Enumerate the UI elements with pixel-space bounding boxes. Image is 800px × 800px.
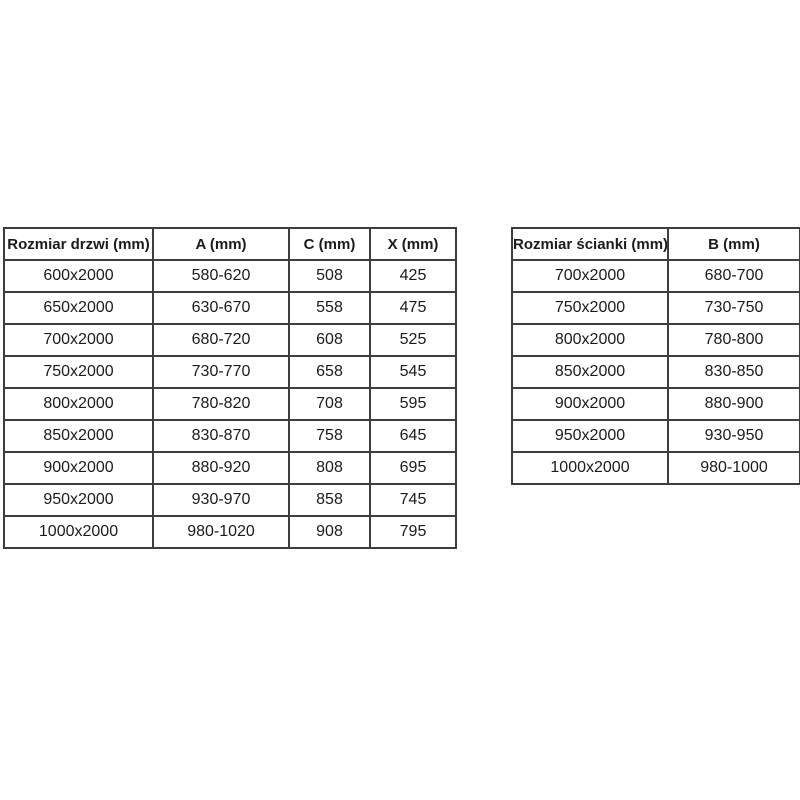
table-cell: 850x2000 [511, 355, 669, 389]
table-cell: 900x2000 [3, 451, 154, 485]
table-cell: 580-620 [152, 259, 290, 293]
column-header-wall-size: Rozmiar ścianki (mm) [511, 227, 669, 261]
table-cell: 645 [369, 419, 457, 453]
table-row: 900x2000 880-920 808 695 [3, 451, 457, 485]
table-cell: 425 [369, 259, 457, 293]
table-cell: 850x2000 [3, 419, 154, 453]
table-row: 950x2000 930-950 [511, 419, 800, 453]
table-cell: 545 [369, 355, 457, 389]
table-cell: 980-1000 [667, 451, 800, 485]
table-cell: 608 [288, 323, 371, 357]
table-cell: 780-800 [667, 323, 800, 357]
table-row: 800x2000 780-800 [511, 323, 800, 357]
table-cell: 800x2000 [511, 323, 669, 357]
table-row: 1000x2000 980-1000 [511, 451, 800, 485]
column-header-c: C (mm) [288, 227, 371, 261]
table-cell: 745 [369, 483, 457, 517]
table-cell: 680-720 [152, 323, 290, 357]
table-cell: 800x2000 [3, 387, 154, 421]
table-cell: 600x2000 [3, 259, 154, 293]
table-row: 700x2000 680-700 [511, 259, 800, 293]
table-cell: 730-770 [152, 355, 290, 389]
wall-table-header-row: Rozmiar ścianki (mm) B (mm) [511, 227, 800, 261]
door-table-header-row: Rozmiar drzwi (mm) A (mm) C (mm) X (mm) [3, 227, 457, 261]
table-cell: 830-870 [152, 419, 290, 453]
table-cell: 508 [288, 259, 371, 293]
wall-sizes-table: Rozmiar ścianki (mm) B (mm) 700x2000 680-… [511, 227, 800, 485]
table-cell: 830-850 [667, 355, 800, 389]
table-row: 850x2000 830-870 758 645 [3, 419, 457, 453]
wall-table-body: 700x2000 680-700 750x2000 730-750 800x2000 78… [511, 259, 800, 485]
table-cell: 930-950 [667, 419, 800, 453]
table-cell: 880-900 [667, 387, 800, 421]
table-cell: 650x2000 [3, 291, 154, 325]
table-cell: 1000x2000 [511, 451, 669, 485]
table-cell: 750x2000 [3, 355, 154, 389]
door-sizes-table: Rozmiar drzwi (mm) A (mm) C (mm) X (mm) … [3, 227, 457, 549]
table-cell: 908 [288, 515, 371, 549]
column-header-x: X (mm) [369, 227, 457, 261]
column-header-b: B (mm) [667, 227, 800, 261]
table-cell: 780-820 [152, 387, 290, 421]
table-row: 800x2000 780-820 708 595 [3, 387, 457, 421]
table-cell: 630-670 [152, 291, 290, 325]
table-cell: 730-750 [667, 291, 800, 325]
table-cell: 950x2000 [511, 419, 669, 453]
table-cell: 700x2000 [511, 259, 669, 293]
door-table-body: 600x2000 580-620 508 425 650x2000 630-670 558 4… [3, 259, 457, 549]
table-cell: 980-1020 [152, 515, 290, 549]
table-row: 650x2000 630-670 558 475 [3, 291, 457, 325]
table-row: 1000x2000 980-1020 908 795 [3, 515, 457, 549]
table-cell: 680-700 [667, 259, 800, 293]
table-row: 750x2000 730-770 658 545 [3, 355, 457, 389]
table-row: 750x2000 730-750 [511, 291, 800, 325]
column-header-door-size: Rozmiar drzwi (mm) [3, 227, 154, 261]
table-cell: 708 [288, 387, 371, 421]
table-row: 700x2000 680-720 608 525 [3, 323, 457, 357]
table-cell: 558 [288, 291, 371, 325]
table-cell: 808 [288, 451, 371, 485]
table-row: 600x2000 580-620 508 425 [3, 259, 457, 293]
table-cell: 930-970 [152, 483, 290, 517]
table-cell: 758 [288, 419, 371, 453]
table-cell: 950x2000 [3, 483, 154, 517]
table-cell: 1000x2000 [3, 515, 154, 549]
table-cell: 880-920 [152, 451, 290, 485]
table-cell: 858 [288, 483, 371, 517]
table-cell: 658 [288, 355, 371, 389]
table-cell: 475 [369, 291, 457, 325]
column-header-a: A (mm) [152, 227, 290, 261]
table-cell: 595 [369, 387, 457, 421]
table-cell: 750x2000 [511, 291, 669, 325]
table-cell: 795 [369, 515, 457, 549]
table-cell: 900x2000 [511, 387, 669, 421]
table-cell: 525 [369, 323, 457, 357]
table-row: 850x2000 830-850 [511, 355, 800, 389]
table-cell: 700x2000 [3, 323, 154, 357]
table-row: 900x2000 880-900 [511, 387, 800, 421]
table-cell: 695 [369, 451, 457, 485]
table-row: 950x2000 930-970 858 745 [3, 483, 457, 517]
